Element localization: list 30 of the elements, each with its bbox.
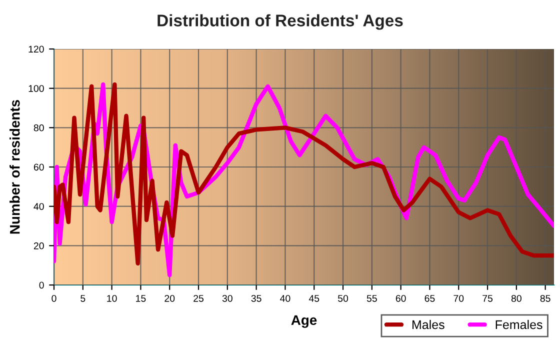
x-tick-label: 20 bbox=[164, 294, 175, 302]
x-tick-label: 25 bbox=[194, 294, 204, 302]
x-tick-label: 30 bbox=[222, 294, 232, 302]
y-axis-title: Number of residents bbox=[10, 100, 20, 234]
y-tick-label: 40 bbox=[34, 203, 44, 210]
x-tick-label: 10 bbox=[107, 294, 117, 302]
x-tick-label: 75 bbox=[482, 295, 493, 302]
x-tick-label: 5 bbox=[80, 295, 86, 302]
x-tick-label: 35 bbox=[251, 294, 262, 302]
x-tick-label: 70 bbox=[454, 294, 464, 302]
x-tick-label: 55 bbox=[366, 295, 377, 302]
y-tick-label: 100 bbox=[28, 85, 44, 92]
x-tick-label: 65 bbox=[424, 294, 435, 302]
x-axis-title: Age bbox=[291, 315, 317, 328]
x-tick-label: 60 bbox=[396, 294, 406, 302]
y-tick-label: 0 bbox=[39, 282, 44, 289]
x-tick-label: 40 bbox=[280, 294, 290, 302]
y-tick-label: 80 bbox=[34, 124, 44, 132]
y-tick-label: 120 bbox=[28, 46, 44, 53]
x-tick-label: 85 bbox=[540, 294, 550, 302]
legend-label: Females bbox=[496, 320, 542, 330]
x-tick-label: 50 bbox=[338, 294, 348, 302]
y-tick-label: 60 bbox=[34, 164, 44, 171]
x-tick-label: 80 bbox=[511, 294, 522, 302]
chart-title: Distribution of Residents' Ages bbox=[158, 14, 403, 30]
x-tick-label: 0 bbox=[52, 294, 56, 302]
legend-label: Males bbox=[412, 320, 444, 330]
x-tick-label: 45 bbox=[308, 295, 320, 302]
x-tick-label: 15 bbox=[136, 295, 146, 302]
y-tick-label: 20 bbox=[34, 242, 44, 250]
